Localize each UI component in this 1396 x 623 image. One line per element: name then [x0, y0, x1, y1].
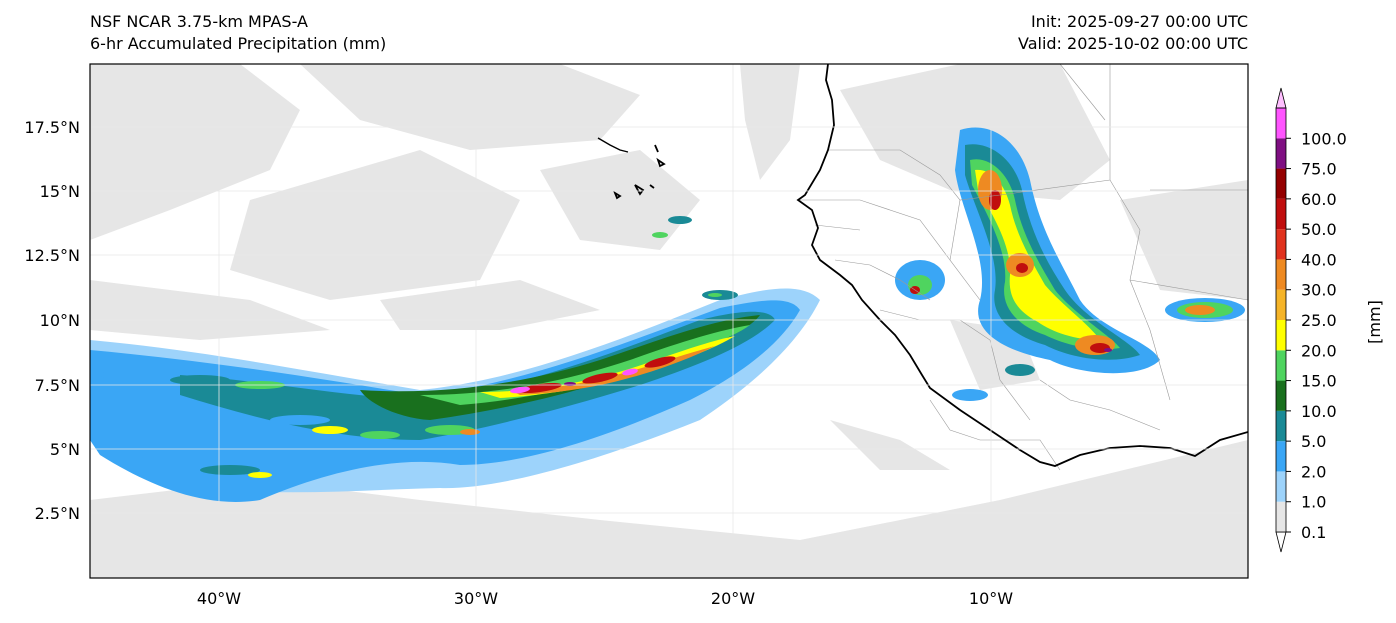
map-panel: [90, 64, 1248, 578]
map-frame: [89, 63, 1249, 579]
precip-band-15mm: [420, 325, 750, 405]
colorbar-segment: [1276, 108, 1286, 139]
colorbar-level-label: 1.0: [1301, 493, 1326, 512]
lat-label: 2.5°N: [35, 504, 80, 523]
lat-label: 15°N: [40, 182, 80, 201]
valid-time: Valid: 2025-10-02 00:00 UTC: [1017, 34, 1248, 53]
lon-label: 30°W: [454, 589, 498, 608]
lat-label: 5°N: [50, 440, 80, 459]
colorbar-extend-max: [1275, 87, 1287, 109]
colorbar-level-label: 100.0: [1301, 129, 1347, 148]
colorbar-level-label: 5.0: [1301, 432, 1326, 451]
precip-scattered-cells: [100, 216, 738, 478]
colorbar: 0.1 1.0 2.0 5.0 10.0 15.0 20.0 25.0 30.0 40.0 50.0…: [1275, 87, 1347, 553]
precip-band-20mm: [480, 336, 735, 398]
colorbar-level-label: 60.0: [1301, 190, 1337, 209]
colorbar-segment: [1276, 501, 1286, 532]
latitude-labels: 17.5°N 15°N 12.5°N 10°N 7.5°N 5°N 2.5°N: [24, 118, 80, 523]
colorbar-segment: [1276, 441, 1286, 472]
colorbar-extend-min: [1275, 531, 1287, 553]
lat-label: 7.5°N: [35, 376, 80, 395]
colorbar-segment: [1276, 410, 1286, 442]
lon-label: 40°W: [197, 589, 241, 608]
colorbar-unit-label: [mm]: [1365, 300, 1384, 344]
colorbar-segment: [1276, 259, 1286, 290]
colorbar-level-label: 20.0: [1301, 341, 1337, 360]
plot-title-right: Init: 2025-09-27 00:00 UTC Valid: 2025-1…: [1018, 11, 1248, 55]
colorbar-segment: [1276, 380, 1286, 411]
lat-label: 12.5°N: [24, 246, 80, 265]
colorbar-level-label: 30.0: [1301, 281, 1337, 300]
colorbar-level-label: 75.0: [1301, 160, 1337, 179]
colorbar-segment: [1276, 198, 1286, 230]
lat-label: 17.5°N: [24, 118, 80, 137]
country-borders: [800, 64, 1248, 471]
colorbar-segment: [1276, 289, 1286, 320]
colorbar-segment: [1276, 229, 1286, 260]
colorbar-segment: [1276, 320, 1286, 351]
colorbar-level-label: 15.0: [1301, 372, 1337, 391]
precip-band-5mm: [180, 311, 775, 440]
lon-label: 10°W: [969, 589, 1013, 608]
colorbar-level-label: 40.0: [1301, 250, 1337, 269]
lon-label: 20°W: [711, 589, 755, 608]
colorbar-segment: [1276, 471, 1286, 502]
colorbar-segment: [1276, 168, 1286, 199]
colorbar-level-label: 25.0: [1301, 311, 1337, 330]
model-title: NSF NCAR 3.75-km MPAS-A: [90, 12, 308, 31]
colorbar-segment: [1276, 138, 1286, 169]
map-gridlines: [90, 64, 1248, 578]
light-precip-field: [90, 64, 1248, 578]
field-title: 6-hr Accumulated Precipitation (mm): [90, 34, 387, 53]
precip-west-africa-systems: [895, 127, 1245, 401]
colorbar-level-label: 0.1: [1301, 523, 1326, 542]
colorbar-level-label: 50.0: [1301, 220, 1337, 239]
longitude-labels: 40°W 30°W 20°W 10°W: [197, 589, 1013, 608]
init-time: Init: 2025-09-27 00:00 UTC: [1030, 12, 1248, 31]
colorbar-level-label: 10.0: [1301, 402, 1337, 421]
colorbar-segment: [1276, 350, 1286, 381]
plot-title-left: NSF NCAR 3.75-km MPAS-A 6-hr Accumulated…: [90, 11, 386, 55]
colorbar-level-label: 2.0: [1301, 462, 1326, 481]
lat-label: 10°N: [40, 311, 80, 330]
